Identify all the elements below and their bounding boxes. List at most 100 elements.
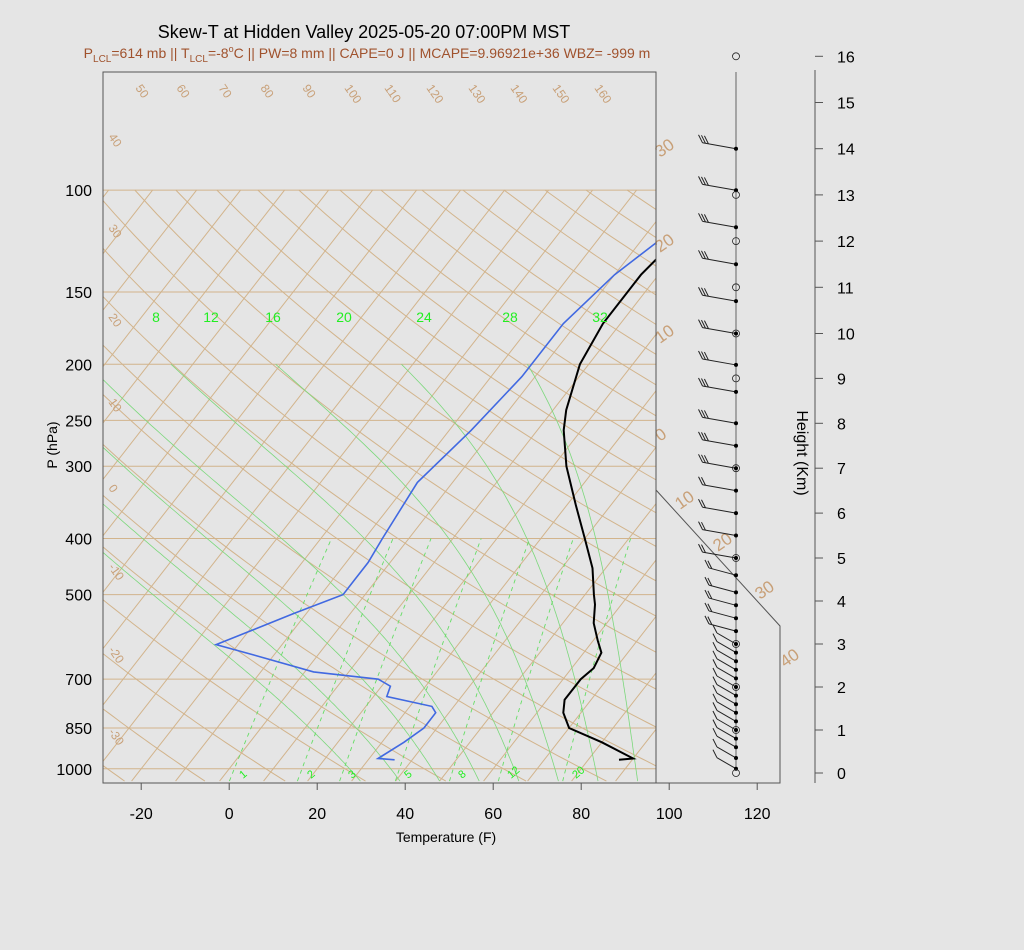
height-tick-label: 13	[837, 188, 855, 205]
x-tick-label: 20	[308, 806, 326, 823]
isotherm-lines	[0, 189, 1024, 782]
height-marker-circle	[732, 237, 740, 246]
wind-barb-feather	[712, 684, 718, 694]
pressure-tick-label: 850	[65, 721, 92, 738]
dry-adiabat-line	[339, 189, 656, 417]
height-tick-label: 8	[837, 416, 846, 433]
mixing-ratio-label: 8	[456, 768, 468, 781]
wind-barb-feather	[701, 319, 706, 329]
x-tick-label: -20	[130, 806, 153, 823]
height-tick-label: 7	[837, 461, 846, 478]
isotherm-line	[395, 446, 656, 782]
wind-barb-staff	[716, 658, 737, 671]
pressure-tick-label: 1000	[56, 762, 92, 779]
wind-barb-feather	[701, 432, 706, 441]
dry-adiabat-line	[103, 708, 206, 782]
moist-adiabat-line	[103, 503, 401, 782]
x-tick-label: 40	[396, 806, 414, 823]
height-tick-label: 4	[837, 594, 846, 611]
dry-adiabat-line	[175, 189, 656, 548]
wind-barb-feather	[701, 176, 706, 186]
wind-barb-dot	[734, 745, 738, 750]
moist-adiabat-line	[401, 364, 599, 782]
isotherm-label: 10	[671, 487, 697, 513]
mixing-ratio-line	[296, 538, 394, 782]
height-tick-label: 3	[837, 637, 846, 654]
wind-barb-dot	[734, 642, 738, 646]
x-tick-label: 120	[744, 806, 771, 823]
wind-barb-feather	[703, 288, 709, 297]
isotherm-line	[527, 615, 656, 782]
wind-barb-feather	[703, 251, 709, 260]
plot-frame	[102, 71, 657, 784]
wind-barb-staff	[708, 610, 737, 619]
dry-adiabat-line	[103, 546, 447, 782]
dry-adiabat-line	[103, 295, 656, 690]
pressure-tick-label: 400	[65, 532, 92, 549]
isotherm-line	[307, 333, 656, 782]
isotherm-line	[748, 190, 1024, 781]
wind-barb-staff	[702, 257, 737, 265]
wind-barb-dot	[734, 533, 738, 538]
wind-barb-feather	[698, 454, 703, 463]
wind-barb-staff	[702, 484, 737, 492]
height-tick-label: 14	[837, 142, 855, 159]
wind-barb-dot	[734, 466, 738, 471]
wind-barb-staff	[702, 327, 737, 334]
dry-adiabat-line	[103, 443, 607, 782]
dewpoint-profile-line	[213, 241, 656, 761]
wind-barb-feather	[698, 319, 703, 328]
wind-barb-staff	[708, 584, 737, 593]
wind-barb-feather	[712, 738, 718, 748]
wind-barb-staff	[716, 746, 737, 759]
wind-barb-feather	[701, 213, 706, 223]
isotherm-label: 20	[106, 311, 125, 330]
wind-barb-feather	[703, 455, 709, 464]
dry-adiabat-line	[103, 494, 527, 782]
wind-barb-staff	[702, 506, 737, 514]
isotherm-line	[483, 559, 656, 782]
wind-barb-feather	[701, 477, 706, 486]
wind-barb-feather	[712, 650, 718, 660]
wind-barb-staff	[702, 461, 737, 469]
wind-barb-staff	[702, 416, 737, 424]
wind-barb-feather	[701, 409, 706, 419]
wind-barb-feather	[704, 559, 710, 569]
wind-barb-feather	[698, 476, 703, 485]
chart-subtitle: PLCL=614 mb || TLCL=-8oC || PW=8 mm || C…	[84, 44, 651, 65]
isotherm-label: 80	[258, 82, 277, 101]
dry-adiabat-line	[709, 190, 1024, 781]
isotherm-line	[0, 190, 65, 781]
wind-barb-feather	[701, 287, 706, 297]
height-marker-circle	[732, 52, 740, 61]
wind-barb-dot	[734, 389, 738, 394]
wind-barb-staff	[716, 757, 737, 770]
wind-barb-feather	[698, 350, 703, 360]
wind-barb-dot	[734, 710, 738, 715]
wind-barb-staff	[702, 439, 737, 447]
wind-barb-dot	[734, 702, 738, 707]
dry-adiabat-line	[626, 189, 656, 211]
dry-adiabat-line	[0, 190, 44, 781]
mixing-ratio-label: 28	[502, 309, 518, 325]
wind-barb-dot	[734, 362, 738, 367]
wind-barb-dot	[734, 299, 738, 304]
wind-barb-feather	[701, 454, 706, 464]
isotherm-line	[103, 189, 505, 706]
dry-adiabat-line	[298, 189, 656, 449]
height-tick-label: 12	[837, 234, 855, 251]
height-tick-label: 10	[837, 327, 855, 344]
wind-barb-feather	[712, 719, 718, 728]
wind-barb-staff	[716, 735, 737, 748]
isotherm-label: 50	[133, 82, 152, 101]
temperature-axis: -20 0 20 40 60 80 100 120	[103, 782, 771, 823]
wind-barb-feather	[698, 431, 703, 441]
wind-barb-feather	[707, 577, 713, 587]
mixing-ratio-line	[449, 538, 531, 782]
hodograph-outline	[655, 72, 781, 784]
isotherm-label: 0	[106, 482, 121, 496]
pressure-tick-label: 100	[65, 183, 92, 200]
isotherm-line	[103, 189, 549, 763]
mixing-ratio-label: 20	[570, 764, 587, 781]
wind-barb-dot	[734, 590, 738, 595]
